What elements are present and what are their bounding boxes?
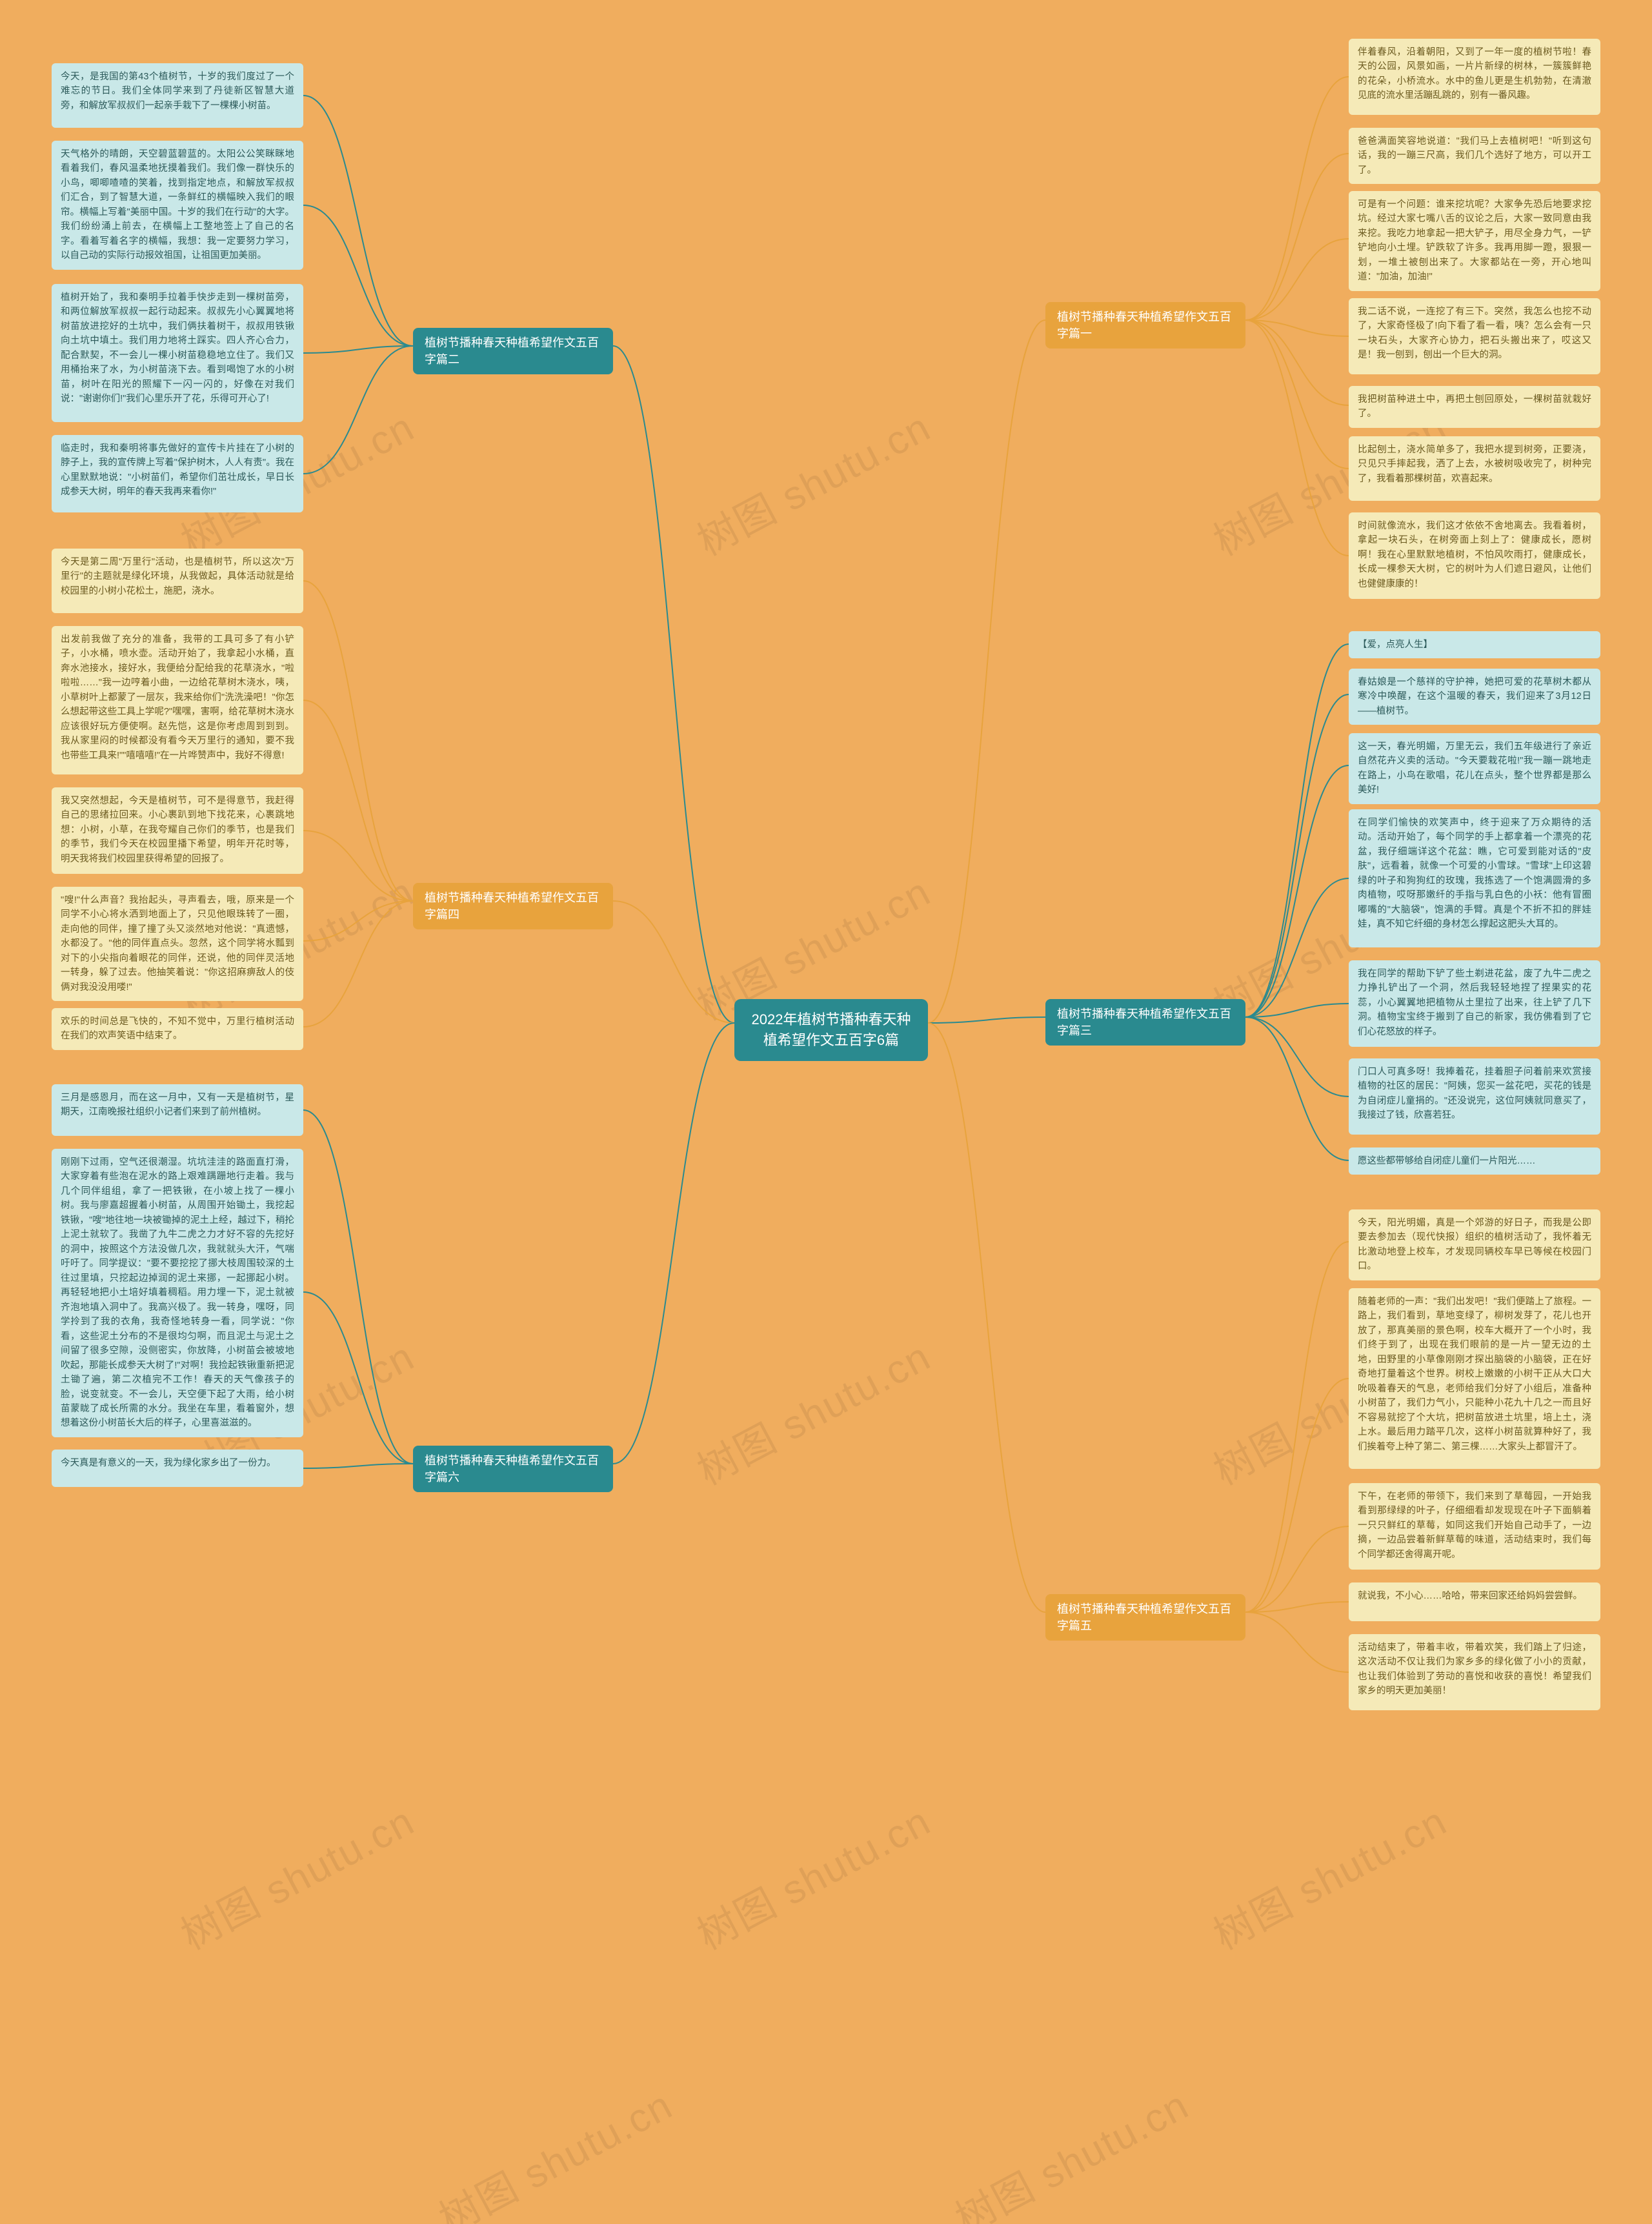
mindmap-edge xyxy=(303,1464,413,1468)
mindmap-edge xyxy=(928,1017,1045,1023)
center-node[interactable]: 2022年植树节播种春天种植希望作文五百字6篇 xyxy=(734,999,928,1061)
mindmap-edge xyxy=(1245,694,1349,1017)
leaf-node[interactable]: 我把树苗种进土中，再把土刨回原处，一棵树苗就栽好了。 xyxy=(1349,386,1600,428)
leaf-node[interactable]: 下午，在老师的带领下，我们来到了草莓园，一开始我看到那绿绿的叶子，仔细细看却发现… xyxy=(1349,1483,1600,1570)
leaf-node[interactable]: 我又突然想起，今天是植树节，可不是得意节，我赶得自己的思绪拉回来。小心裹趴到地下… xyxy=(52,787,303,874)
mindmap-edge xyxy=(928,1023,1045,1612)
mindmap-edge xyxy=(1245,1612,1349,1672)
mindmap-edge xyxy=(303,901,413,1027)
leaf-node[interactable]: 今天真是有意义的一天，我为绿化家乡出了一份力。 xyxy=(52,1450,303,1487)
leaf-node[interactable]: 三月是感恩月，而在这一月中，又有一天是植树节，星期天，江南晚报社组织小记者们来到… xyxy=(52,1084,303,1136)
mindmap-edge xyxy=(1245,765,1349,1017)
mindmap-edge xyxy=(928,320,1045,1023)
leaf-node[interactable]: 春姑娘是一个慈祥的守护神，她把可爱的花草树木都从寒冷中唤醒，在这个温暖的春天，我… xyxy=(1349,669,1600,725)
leaf-node[interactable]: 这一天，春光明媚，万里无云，我们五年级进行了亲近自然花卉义卖的活动。"今天要栽花… xyxy=(1349,733,1600,804)
leaf-node[interactable]: 可是有一个问题：谁来挖坑呢？大家争先恐后地要求挖坑。经过大家七嘴八舌的议论之后，… xyxy=(1349,191,1600,291)
mindmap-edge xyxy=(1245,1242,1349,1612)
mindmap-edge xyxy=(303,581,413,901)
leaf-node[interactable]: 爸爸满面笑容地说道："我们马上去植树吧！"听到这句话，我的一蹦三尺高，我们几个选… xyxy=(1349,128,1600,184)
branch-node[interactable]: 植树节播种春天种植希望作文五百字篇四 xyxy=(413,883,613,929)
mindmap-edge xyxy=(303,1292,413,1464)
mindmap-edge xyxy=(1245,1017,1349,1160)
leaf-node[interactable]: 临走时，我和秦明将事先做好的宣传卡片挂在了小树的脖子上，我的宣传牌上写着"保护树… xyxy=(52,435,303,512)
leaf-node[interactable]: 天气格外的晴朗，天空碧蓝碧蓝的。太阳公公笑眯眯地看着我们，春风温柔地抚摸着我们。… xyxy=(52,141,303,270)
leaf-node[interactable]: 植树开始了，我和秦明手拉着手快步走到一棵树苗旁，和两位解放军叔叔一起行动起来。叔… xyxy=(52,284,303,422)
mindmap-edge xyxy=(1245,1017,1349,1097)
leaf-node[interactable]: "嗖!"什么声音？我抬起头，寻声看去，哦，原来是一个同学不小心将水洒到地面上了，… xyxy=(52,887,303,1001)
leaf-node[interactable]: 今天，阳光明媚，真是一个郊游的好日子，而我是公即要去参加去（现代快报）组织的植树… xyxy=(1349,1209,1600,1280)
mindmap-edge xyxy=(303,700,413,901)
leaf-node[interactable]: 我在同学的帮助下铲了些土剃进花盆，废了九牛二虎之力挣扎铲出了一个洞，然后我轻轻地… xyxy=(1349,960,1600,1047)
leaf-node[interactable]: 活动结束了，带着丰收，带着欢笑，我们踏上了归途，这次活动不仅让我们为家乡多的绿化… xyxy=(1349,1634,1600,1710)
mindmap-edge xyxy=(303,1110,413,1464)
mindmap-edge xyxy=(1245,644,1349,1017)
leaf-node[interactable]: 门口人可真多呀！我捧着花，挂着胆子问着前来欢赏接植物的社区的居民："阿姨，您买一… xyxy=(1349,1058,1600,1135)
leaf-node[interactable]: 在同学们愉快的欢笑声中，终于迎来了万众期待的活动。活动开始了，每个同学的手上都拿… xyxy=(1349,809,1600,947)
leaf-node[interactable]: 【爱，点亮人生】 xyxy=(1349,631,1600,658)
mindmap-edge xyxy=(303,346,413,353)
branch-node[interactable]: 植树节播种春天种植希望作文五百字篇一 xyxy=(1045,302,1245,349)
mindmap-edge xyxy=(1245,77,1349,320)
mindmap-edge xyxy=(303,96,413,346)
leaf-node[interactable]: 今天，是我国的第43个植树节，十岁的我们度过了一个难忘的节日。我们全体同学来到了… xyxy=(52,63,303,128)
mindmap-edge xyxy=(1245,239,1349,320)
mindmap-edge xyxy=(1245,878,1349,1017)
mindmap-edge xyxy=(303,346,413,474)
mindmap-edge xyxy=(613,1023,734,1464)
leaf-node[interactable]: 就说我，不小心……哈哈，带来回家还给妈妈尝尝鲜。 xyxy=(1349,1582,1600,1621)
leaf-node[interactable]: 时间就像流水，我们这才依依不舍地离去。我看着树，拿起一块石头，在树旁面上刻上了：… xyxy=(1349,512,1600,599)
leaf-node[interactable]: 伴着春风，沿着朝阳，又到了一年一度的植树节啦！春天的公园，风景如画，一片片新绿的… xyxy=(1349,39,1600,115)
mindmap-edge xyxy=(1245,1379,1349,1612)
branch-node[interactable]: 植树节播种春天种植希望作文五百字篇六 xyxy=(413,1446,613,1492)
mindmap-edge xyxy=(303,205,413,346)
leaf-node[interactable]: 欢乐的时间总是飞快的，不知不觉中，万里行植树活动在我们的欢声笑语中结束了。 xyxy=(52,1008,303,1050)
mindmap-edge xyxy=(613,901,734,1023)
leaf-node[interactable]: 今天是第二周"万里行"活动，也是植树节，所以这次"万里行"的主题就是绿化环境，从… xyxy=(52,549,303,613)
leaf-node[interactable]: 随着老师的一声："我们出发吧！"我们便踏上了旅程。一路上，我们看到，草地变绿了，… xyxy=(1349,1288,1600,1469)
mindmap-edge xyxy=(613,346,734,1023)
leaf-node[interactable]: 比起刨土，浇水简单多了，我把水提到树旁，正要浇，只见只手摔起我，洒了上去，水被树… xyxy=(1349,436,1600,501)
branch-node[interactable]: 植树节播种春天种植希望作文五百字篇二 xyxy=(413,328,613,374)
mindmap-edge xyxy=(303,901,413,941)
mindmap-edge xyxy=(1245,320,1349,556)
branch-node[interactable]: 植树节播种春天种植希望作文五百字篇五 xyxy=(1045,1594,1245,1641)
leaf-node[interactable]: 刚刚下过雨，空气还很潮湿。坑坑洼洼的路面直打滑，大家穿着有些泡在泥水的路上艰难蹒… xyxy=(52,1149,303,1437)
mindmap-edge xyxy=(1245,154,1349,320)
leaf-node[interactable]: 我二话不说，一连挖了有三下。突然，我怎么也挖不动了，大家奇怪极了!向下看了看一看… xyxy=(1349,298,1600,374)
leaf-node[interactable]: 愿这些都带够给自闭症儿童们一片阳光…… xyxy=(1349,1147,1600,1175)
leaf-node[interactable]: 出发前我做了充分的准备，我带的工具可多了有小铲子，小水桶，喷水壶。活动开始了，我… xyxy=(52,626,303,774)
branch-node[interactable]: 植树节播种春天种植希望作文五百字篇三 xyxy=(1045,999,1245,1046)
mindmap-edge xyxy=(1245,320,1349,469)
